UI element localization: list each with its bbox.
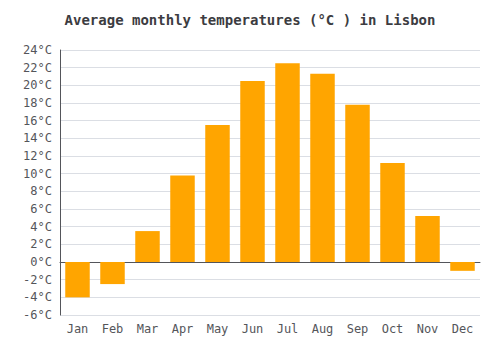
- svg-text:Average monthly temperatures (: Average monthly temperatures (°C ) in Li…: [65, 12, 436, 28]
- svg-text:8°C: 8°C: [30, 184, 52, 198]
- svg-text:-2°C: -2°C: [23, 273, 52, 287]
- svg-text:10°C: 10°C: [23, 167, 52, 181]
- svg-text:14°C: 14°C: [23, 131, 52, 145]
- svg-text:18°C: 18°C: [23, 96, 52, 110]
- svg-text:Jul: Jul: [277, 322, 299, 336]
- svg-text:20°C: 20°C: [23, 78, 52, 92]
- svg-text:Jan: Jan: [67, 322, 89, 336]
- svg-text:May: May: [207, 322, 229, 336]
- svg-text:Nov: Nov: [417, 322, 439, 336]
- svg-text:16°C: 16°C: [23, 114, 52, 128]
- svg-text:4°C: 4°C: [30, 220, 52, 234]
- svg-text:Sep: Sep: [347, 322, 369, 336]
- svg-text:Aug: Aug: [312, 322, 334, 336]
- svg-text:22°C: 22°C: [23, 61, 52, 75]
- svg-text:Feb: Feb: [102, 322, 124, 336]
- svg-text:0°C: 0°C: [30, 255, 52, 269]
- svg-text:2°C: 2°C: [30, 237, 52, 251]
- svg-text:24°C: 24°C: [23, 43, 52, 57]
- svg-text:Oct: Oct: [382, 322, 404, 336]
- svg-text:Mar: Mar: [137, 322, 159, 336]
- svg-text:-4°C: -4°C: [23, 290, 52, 304]
- svg-text:6°C: 6°C: [30, 202, 52, 216]
- svg-text:-6°C: -6°C: [23, 308, 52, 322]
- svg-text:12°C: 12°C: [23, 149, 52, 163]
- svg-text:Dec: Dec: [452, 322, 474, 336]
- svg-text:Jun: Jun: [242, 322, 264, 336]
- svg-text:Apr: Apr: [172, 322, 194, 336]
